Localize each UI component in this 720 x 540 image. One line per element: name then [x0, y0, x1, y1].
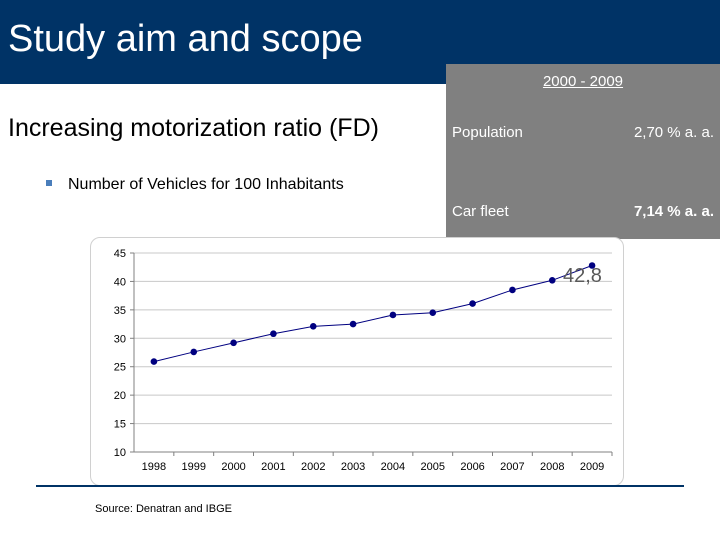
x-tick-label: 2005 — [421, 461, 445, 473]
data-point — [389, 311, 397, 319]
data-point — [429, 309, 437, 316]
y-tick-label: 15 — [114, 419, 126, 431]
line-chart: 10 15 20 25 30 35 40 45 1998 1999 2000 2001 2002 2003… — [114, 248, 613, 473]
square-bullet-icon — [46, 179, 52, 186]
data-point — [150, 358, 158, 365]
x-tick-label: 1998 — [142, 461, 166, 473]
x-tick-label: 2001 — [261, 461, 285, 473]
y-tick-label: 45 — [114, 248, 126, 260]
data-point — [469, 300, 476, 307]
y-tick-label: 25 — [114, 362, 126, 374]
data-point — [509, 286, 516, 294]
data-point — [548, 276, 556, 284]
x-tick-label: 1999 — [182, 461, 206, 473]
data-point — [309, 323, 317, 330]
source-note: Source: Denatran and IBGE — [95, 503, 232, 515]
bullet-text: Number of Vehicles for 100 Inhabitants — [68, 176, 344, 193]
title-bar: Study aim and scope — [0, 0, 720, 84]
stats-value: 7,14 % a. a. — [633, 203, 714, 220]
x-tick-label: 2002 — [301, 461, 325, 473]
x-tick-label: 2003 — [341, 461, 365, 473]
bullet-item: Number of Vehicles for 100 Inhabitants — [46, 176, 344, 194]
stats-label: Car fleet — [452, 203, 509, 220]
slide-title: Study aim and scope — [8, 18, 363, 60]
x-tick-label: 2006 — [460, 461, 484, 473]
y-tick-label: 35 — [114, 305, 126, 317]
x-tick-label: 2007 — [500, 461, 524, 473]
stats-row-car-fleet: Car fleet 7,14 % a. a. — [452, 203, 714, 223]
series-line — [153, 265, 593, 363]
last-value-callout: 42,8 — [563, 265, 602, 287]
data-point — [190, 348, 198, 356]
growth-stats-box: 2000 - 2009 Population 2,70 % a. a. Car … — [446, 64, 720, 239]
data-point — [349, 320, 357, 328]
stats-period: 2000 - 2009 — [542, 73, 624, 90]
chart-frame: 10 15 20 25 30 35 40 45 1998 1999 2000 2001 2002 2003… — [90, 237, 624, 486]
stats-label: Population — [452, 124, 523, 141]
stats-row-population: Population 2,70 % a. a. — [452, 124, 714, 144]
x-tick-label: 2008 — [540, 461, 564, 473]
x-tick-label: 2009 — [580, 461, 604, 473]
y-tick-label: 20 — [114, 390, 126, 402]
data-point — [588, 262, 596, 269]
data-point — [230, 339, 237, 347]
section-heading: Increasing motorization ratio (FD) — [8, 114, 379, 142]
stats-value: 2,70 % a. a. — [633, 124, 714, 141]
data-point — [270, 330, 277, 338]
y-tick-label: 10 — [114, 447, 126, 459]
y-tick-label: 40 — [114, 276, 126, 288]
y-tick-label: 30 — [114, 333, 126, 345]
x-tick-label: 2004 — [381, 461, 405, 473]
footer-divider — [36, 485, 684, 487]
x-tick-label: 2000 — [221, 461, 245, 473]
